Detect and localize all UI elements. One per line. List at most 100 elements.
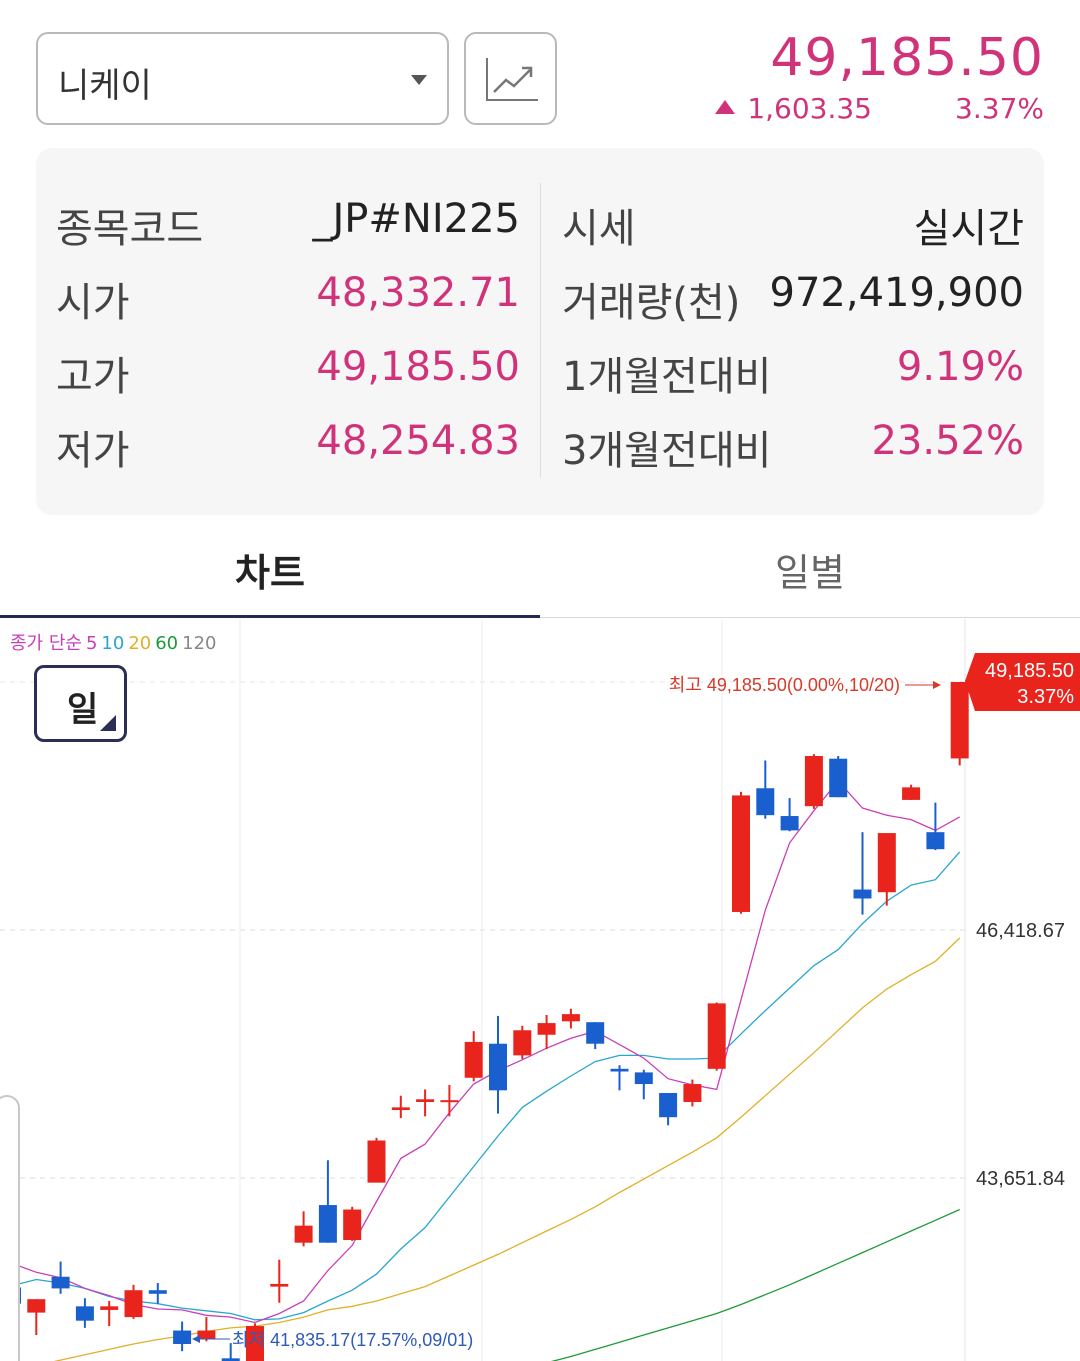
- info-row-1month: 1개월전대비 9.19%: [562, 344, 1024, 400]
- candle-body: [391, 1107, 410, 1111]
- legend-ma5: 5: [85, 633, 98, 654]
- candle-body: [902, 787, 921, 800]
- candle-body: [270, 1283, 289, 1287]
- legend-prefix: 종가 단순: [10, 633, 82, 654]
- candle-body: [950, 682, 969, 759]
- up-arrow-icon: [715, 100, 736, 114]
- info-row-3month: 3개월전대비 23.52%: [562, 418, 1024, 474]
- candle-body: [221, 1358, 240, 1361]
- info-label: 시세: [562, 206, 636, 252]
- candle-body: [416, 1099, 435, 1102]
- info-divider: [540, 183, 541, 478]
- candle-body: [659, 1093, 678, 1118]
- candle-body: [537, 1023, 556, 1035]
- moving-average-ma5: [11, 780, 961, 1324]
- info-value: 49,185.50: [316, 344, 520, 390]
- price-change-value: 1,603.35: [747, 92, 872, 125]
- info-row-low: 저가 48,254.83: [56, 418, 520, 474]
- info-label: 1개월전대비: [562, 354, 772, 400]
- candle-body: [732, 795, 750, 912]
- candle-body: [75, 1306, 94, 1321]
- candle-body: [367, 1140, 386, 1183]
- price-change-percent: 3.37%: [955, 92, 1044, 125]
- high-annotation-arrowhead: [933, 681, 941, 689]
- last-price-tag-value: 49,185.50: [985, 660, 1074, 682]
- candle-body: [683, 1084, 702, 1102]
- candle-body: [877, 833, 896, 893]
- info-value: 48,332.71: [316, 270, 520, 316]
- period-select-button[interactable]: 일: [34, 665, 127, 742]
- info-row-quote: 시세 실시간: [562, 196, 1024, 252]
- candle-body: [610, 1068, 629, 1072]
- legend-ma120: 120: [182, 633, 217, 654]
- tab-separator: [540, 617, 1080, 618]
- candle-body: [464, 1041, 483, 1078]
- period-label: 일: [67, 690, 99, 730]
- candle-body: [343, 1209, 362, 1241]
- current-price: 49,185.50: [770, 28, 1044, 88]
- candle-body: [780, 816, 799, 831]
- candle-body: [51, 1276, 70, 1289]
- info-row-open: 시가 48,332.71: [56, 270, 520, 326]
- candle-body: [513, 1030, 532, 1056]
- info-label: 종목코드: [56, 206, 204, 252]
- line-chart-icon: [486, 58, 538, 101]
- info-row-volume: 거래량(천) 972,419,900: [562, 270, 1024, 326]
- y-axis-label: 46,418.67: [976, 920, 1065, 942]
- info-value: 972,419,900: [769, 270, 1024, 316]
- candle-body: [853, 889, 872, 899]
- candle-body: [27, 1299, 46, 1313]
- candle-body: [294, 1225, 313, 1243]
- candle-body: [756, 788, 775, 816]
- info-row-code: 종목코드 _JP#NI225: [56, 196, 521, 252]
- price-change: 1,603.35: [715, 92, 872, 125]
- info-value: 48,254.83: [316, 418, 520, 464]
- candle-body: [148, 1290, 167, 1294]
- high-annotation: 최고 49,185.50(0.00%,10/20): [669, 675, 900, 695]
- candle-body: [804, 755, 823, 807]
- info-row-high: 고가 49,185.50: [56, 344, 520, 400]
- moving-average-ma20: [53, 937, 961, 1361]
- active-tab-underline: [0, 615, 540, 618]
- info-label: 저가: [56, 428, 130, 474]
- tab-chart[interactable]: 차트: [235, 551, 305, 595]
- info-label: 3개월전대비: [562, 428, 772, 474]
- info-value: _JP#NI225: [312, 196, 521, 242]
- last-price-tag: [965, 653, 1080, 711]
- info-label: 거래량(천): [562, 280, 741, 326]
- candle-body: [489, 1043, 507, 1091]
- candle-body: [634, 1072, 653, 1085]
- candle-body: [586, 1022, 605, 1044]
- info-label: 시가: [56, 280, 130, 326]
- candle-body: [124, 1290, 143, 1318]
- moving-average-ma10: [11, 851, 961, 1321]
- chevron-down-icon: [411, 75, 427, 85]
- low-annotation-arrowhead: [192, 1335, 200, 1343]
- corner-triangle-icon: [100, 715, 116, 731]
- index-select-value: 니케이: [58, 66, 152, 106]
- candle-body: [561, 1014, 580, 1022]
- info-value: 23.52%: [871, 418, 1024, 464]
- candle-body: [197, 1330, 216, 1340]
- moving-average-ma60: [550, 1208, 960, 1361]
- info-label: 고가: [56, 354, 130, 400]
- index-select[interactable]: 니케이: [36, 32, 449, 125]
- tab-daily[interactable]: 일별: [775, 551, 845, 595]
- chart-type-toggle-button[interactable]: [464, 32, 557, 125]
- candle-body: [173, 1330, 192, 1344]
- candlestick-chart[interactable]: 46,418.67 43,651.84 49,185.50 3.37% 최고 49,18…: [0, 619, 1080, 1361]
- legend-ma20: 20: [128, 633, 152, 654]
- low-annotation: 최저 41,835.17(17.57%,09/01): [232, 1330, 473, 1350]
- candle-body: [829, 758, 848, 798]
- candle-body: [707, 1003, 726, 1069]
- info-value: 실시간: [913, 206, 1024, 252]
- info-value: 9.19%: [896, 344, 1024, 390]
- chart-legend: 종가 단순 5 10 20 60 120: [10, 629, 221, 655]
- candle-body: [926, 832, 945, 850]
- candle-body: [100, 1306, 119, 1310]
- y-axis-label: 43,651.84: [976, 1168, 1065, 1190]
- last-price-tag-percent: 3.37%: [1017, 686, 1074, 708]
- candle-body: [246, 1326, 264, 1361]
- side-drawer-handle[interactable]: [0, 1095, 20, 1361]
- candle-body: [318, 1205, 337, 1243]
